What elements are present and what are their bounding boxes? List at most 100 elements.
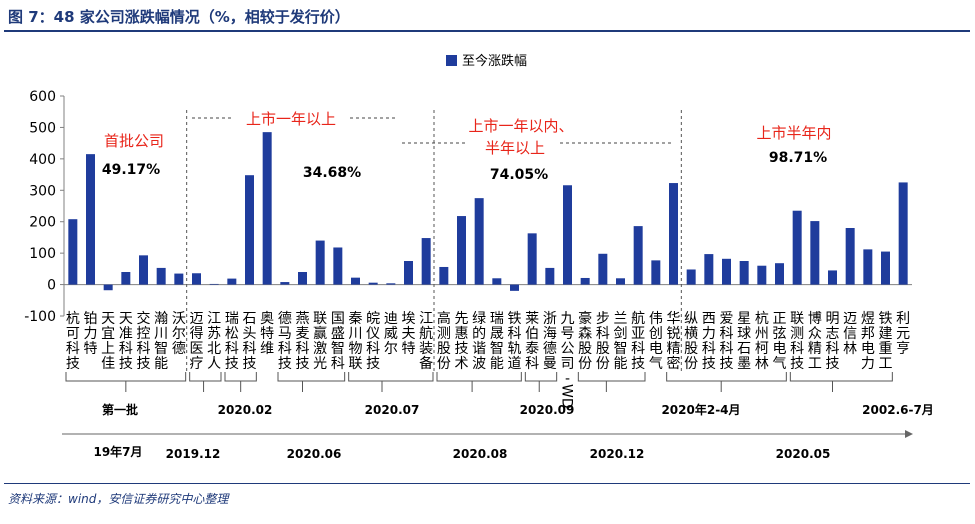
x-tick-label-char: 创: [649, 326, 663, 342]
x-tick-label-char: 明: [826, 311, 840, 327]
x-tick-label-char: 技: [225, 356, 239, 372]
x-tick-label-char: 林: [755, 356, 769, 372]
x-tick-label-char: 光: [313, 356, 327, 372]
batch-labels: 第一批 2020.02 2020.07 2020.09 2020年2-4月 20…: [102, 402, 934, 417]
bar: [563, 185, 572, 285]
batch-label-1: 第一批: [102, 402, 138, 417]
x-tick-label-char: 迈: [190, 311, 204, 327]
x-tick-label-char: 工: [808, 356, 822, 372]
x-tick-label-char: 技: [296, 356, 310, 372]
bars: [68, 132, 908, 291]
x-tick-label-char: 九: [561, 311, 575, 327]
y-tick-label: 500: [29, 120, 56, 136]
x-tick-label-char: 份: [578, 356, 592, 372]
x-tick-label-char: 航: [419, 326, 433, 342]
bar: [174, 273, 184, 285]
x-tick-label-char: 医: [190, 341, 204, 357]
x-tick-label-char: 绿: [472, 311, 486, 327]
x-tick-label-char: 科: [631, 341, 645, 357]
x-tick-label-char: 西: [702, 311, 716, 327]
x-tick-label-char: 股: [437, 341, 451, 357]
x-tick-label: 奥特维: [260, 310, 274, 357]
x-tick-label-char: 智: [614, 341, 628, 357]
x-tick-label-char: 星: [737, 311, 751, 327]
x-tick-label-char: 科: [525, 356, 539, 372]
x-tick-label-char: 天: [101, 311, 115, 327]
bar: [492, 278, 502, 285]
x-tick-label-char: 埃: [402, 311, 416, 327]
x-tick-label-char: 球: [737, 326, 751, 342]
x-tick-label-char: 江: [207, 311, 221, 327]
x-tick-label-char: 道: [508, 356, 522, 372]
x-tick-label-char: 技: [278, 356, 292, 372]
x-tick-label-char: 谐: [472, 341, 486, 357]
group-label-within-one-year-line2: 半年以上: [485, 139, 545, 157]
x-tick-label-char: 电: [861, 341, 875, 357]
bar: [86, 154, 95, 285]
x-tick-label-char: 浙: [543, 311, 557, 327]
x-tick-label-char: 科: [225, 341, 239, 357]
bar: [351, 277, 360, 285]
x-tick-label-char: 科: [508, 326, 522, 342]
x-tick-label-char: 能: [154, 356, 168, 372]
x-tick-label-char: 技: [455, 341, 469, 357]
y-tick-label: 0: [47, 278, 56, 294]
x-tick-label-char: 杭: [755, 311, 769, 327]
timeline-label-6: 2020.05: [776, 447, 831, 461]
x-tick-label-char: 伯: [525, 326, 539, 342]
x-tick-label-char: 份: [684, 356, 698, 372]
x-tick-label-char: 仪: [366, 326, 380, 342]
legend-label: 至今涨跌幅: [462, 53, 527, 69]
x-tick-label-char: 得: [190, 325, 204, 342]
x-tick-label-char: 司: [561, 356, 575, 372]
x-tick-label-char: 利: [896, 311, 910, 327]
x-tick-label-char: 邦: [861, 326, 875, 342]
x-tick-label-char: 铁: [879, 311, 893, 327]
bar: [722, 258, 731, 285]
x-tick-label-char: 迈: [843, 311, 857, 327]
bar: [333, 247, 343, 285]
x-tick-label-char: 迪: [384, 311, 398, 327]
x-tick-label-char: 伟: [649, 311, 663, 327]
x-tick-label-char: 国: [331, 311, 345, 327]
bar: [386, 283, 396, 285]
x-tick-label-char: 术: [455, 356, 469, 372]
x-tick-label-char: 爱: [720, 311, 734, 327]
bar: [545, 267, 555, 285]
x-tick-label-char: 装: [419, 341, 433, 357]
bar: [598, 253, 608, 285]
group-label-over-one-year: 上市一年以上: [246, 110, 336, 128]
x-tick-label-char: 石: [243, 311, 257, 327]
x-tick-label: 铂力特: [84, 311, 98, 357]
bar: [439, 266, 449, 285]
bar: [156, 267, 166, 285]
x-tick-label: 利元亨: [896, 311, 910, 357]
title-rule: [4, 30, 970, 32]
group-value-first-batch: 49.17%: [102, 162, 160, 178]
x-tick-label-char: 智: [154, 341, 168, 357]
x-tick-label-char: 柯: [755, 341, 769, 357]
bar: [739, 261, 749, 285]
bar: [280, 282, 290, 285]
x-tick-label-char: 科: [119, 341, 133, 357]
x-tick-label-char: 力: [861, 356, 875, 372]
x-tick-label-char: 能: [490, 356, 504, 372]
x-tick-label-char: 人: [207, 356, 221, 372]
legend-swatch: [446, 55, 457, 66]
x-tick-label-char: 兰: [614, 311, 628, 327]
x-tick-label-char: 众: [808, 326, 822, 342]
